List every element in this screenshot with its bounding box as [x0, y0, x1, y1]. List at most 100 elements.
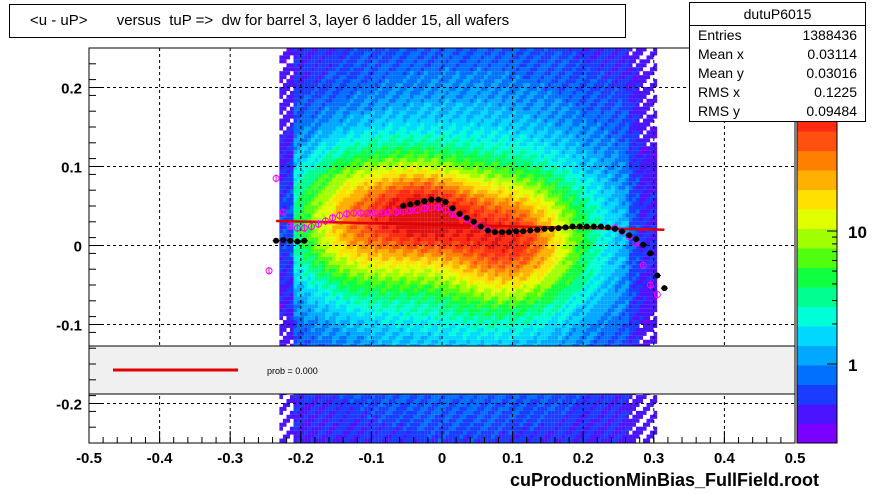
- heatmap-cell: [445, 154, 449, 159]
- heatmap-cell: [357, 308, 361, 313]
- heatmap-cell: [353, 55, 358, 60]
- heatmap-cell: [445, 106, 449, 111]
- heatmap-cell: [289, 63, 294, 68]
- heatmap-cell: [304, 339, 308, 344]
- heatmap-cell: [307, 209, 312, 214]
- heatmap-cell: [445, 122, 449, 127]
- heatmap-cell: [349, 395, 354, 400]
- heatmap-cell: [328, 312, 333, 317]
- heatmap-cell: [385, 399, 389, 404]
- heatmap-cell: [307, 63, 312, 68]
- heatmap-cell: [417, 142, 421, 147]
- heatmap-cell: [318, 169, 322, 174]
- heatmap-cell: [381, 422, 386, 427]
- heatmap-cell: [289, 67, 294, 72]
- heatmap-cell: [304, 98, 308, 103]
- heatmap-cell: [332, 300, 336, 305]
- heatmap-cell: [339, 320, 343, 325]
- heatmap-cell: [427, 71, 432, 76]
- heatmap-cell: [357, 154, 361, 159]
- heatmap-cell: [314, 122, 319, 127]
- heatmap-cell: [335, 229, 340, 234]
- heatmap-cell: [381, 304, 386, 309]
- heatmap-cell: [452, 335, 456, 340]
- heatmap-cell: [378, 225, 382, 230]
- heatmap-cell: [293, 434, 298, 439]
- heatmap-cell: [445, 268, 449, 273]
- heatmap-cell: [321, 410, 326, 415]
- heatmap-cell: [328, 225, 333, 230]
- heatmap-cell: [360, 138, 365, 143]
- heatmap-cell: [417, 79, 421, 84]
- heatmap-cell: [374, 233, 379, 238]
- heatmap-cell: [332, 197, 336, 202]
- heatmap-cell: [395, 142, 400, 147]
- heatmap-cell: [360, 256, 365, 261]
- heatmap-cell: [420, 59, 425, 64]
- heatmap-cell: [364, 284, 368, 289]
- heatmap-cell: [332, 399, 336, 404]
- heatmap-cell: [321, 86, 326, 91]
- heatmap-cell: [346, 426, 351, 431]
- heatmap-cell: [367, 94, 372, 99]
- heatmap-cell: [282, 233, 287, 238]
- heatmap-cell: [455, 304, 460, 309]
- heatmap-cell: [438, 280, 442, 285]
- heatmap-cell: [279, 106, 283, 111]
- heatmap-cell: [448, 75, 453, 80]
- heatmap-cell: [349, 233, 354, 238]
- heatmap-cell: [346, 252, 351, 257]
- heatmap-cell: [452, 418, 456, 423]
- heatmap-cell: [353, 339, 358, 344]
- heatmap-cell: [332, 71, 336, 76]
- heatmap-cell: [325, 284, 329, 289]
- heatmap-cell: [388, 102, 393, 107]
- heatmap-cell: [448, 288, 453, 293]
- heatmap-cell: [381, 434, 386, 439]
- heatmap-cell: [314, 86, 319, 91]
- heatmap-cell: [409, 118, 414, 123]
- heatmap-cell: [413, 48, 418, 52]
- heatmap-cell: [304, 406, 308, 411]
- heatmap-cell: [399, 264, 404, 269]
- heatmap-cell: [441, 327, 446, 332]
- heatmap-cell: [297, 268, 301, 273]
- heatmap-cell: [381, 395, 386, 400]
- heatmap-cell: [424, 284, 428, 289]
- heatmap-cell: [357, 209, 361, 214]
- heatmap-cell: [395, 122, 400, 127]
- heatmap-cell: [374, 414, 379, 419]
- heatmap-cell: [335, 320, 340, 325]
- heatmap-cell: [346, 162, 351, 167]
- heatmap-cell: [417, 229, 421, 234]
- heatmap-cell: [328, 233, 333, 238]
- heatmap-cell: [448, 316, 453, 321]
- heatmap-cell: [427, 268, 432, 273]
- heatmap-cell: [342, 316, 347, 321]
- heatmap-cell: [441, 134, 446, 139]
- heatmap-cell: [455, 438, 460, 443]
- heatmap-cell: [314, 335, 319, 340]
- heatmap-cell: [332, 146, 336, 151]
- heatmap-cell: [438, 296, 442, 301]
- heatmap-cell: [438, 189, 442, 194]
- heatmap-cell: [325, 71, 329, 76]
- heatmap-cell: [448, 406, 453, 411]
- heatmap-cell: [339, 201, 343, 206]
- heatmap-cell: [406, 122, 411, 127]
- heatmap-cell: [332, 217, 336, 222]
- heatmap-cell: [279, 181, 283, 186]
- heatmap-cell: [427, 102, 432, 107]
- heatmap-cell: [420, 410, 425, 415]
- heatmap-cell: [374, 110, 379, 115]
- heatmap-cell: [353, 225, 358, 230]
- heatmap-cell: [374, 237, 379, 242]
- heatmap-cell: [318, 185, 322, 190]
- heatmap-cell: [335, 169, 340, 174]
- heatmap-cell: [409, 406, 414, 411]
- heatmap-cell: [413, 414, 418, 419]
- heatmap-cell: [279, 201, 283, 206]
- heatmap-cell: [431, 280, 435, 285]
- heatmap-cell: [300, 146, 305, 151]
- heatmap-cell: [300, 438, 305, 443]
